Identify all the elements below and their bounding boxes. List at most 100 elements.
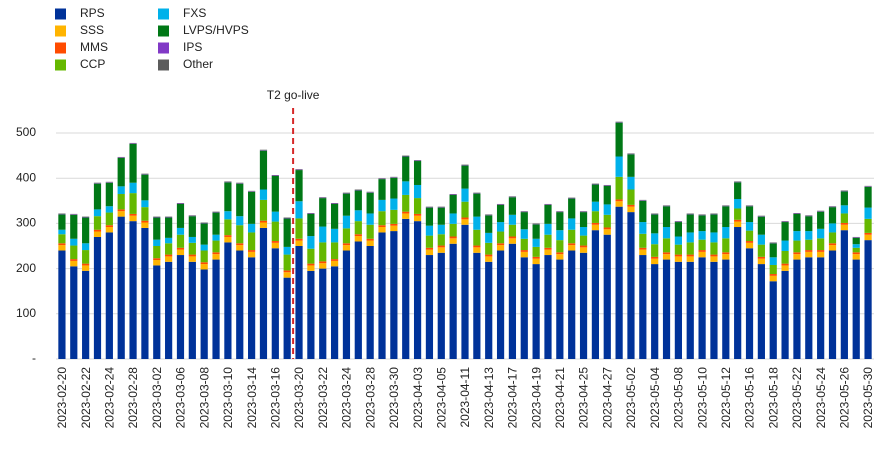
- bar-segment: [674, 261, 682, 359]
- bar-segment: [176, 247, 185, 250]
- bar-segment: [413, 213, 422, 216]
- bar-segment: [271, 248, 279, 359]
- bar-segment: [283, 270, 291, 273]
- bar-segment: [568, 218, 576, 230]
- bar-segment: [852, 244, 860, 248]
- bar-segment: [817, 257, 825, 359]
- bar-segment: [745, 222, 754, 231]
- bar-segment: [212, 259, 220, 359]
- bar-segment: [129, 215, 137, 222]
- bar-segment: [378, 227, 386, 233]
- bar-segment: [366, 213, 374, 225]
- x-tick-label: 2023-02-28: [126, 367, 140, 429]
- legend-swatch: [158, 42, 169, 54]
- bar-segment: [354, 210, 362, 222]
- bar-segment: [153, 258, 161, 261]
- bar-segment: [153, 246, 161, 259]
- bar-segment: [295, 246, 303, 359]
- bar-segment: [591, 224, 600, 231]
- x-tick-label: 2023-05-10: [695, 367, 709, 429]
- bar-segment: [461, 217, 469, 220]
- bar-segment: [330, 228, 339, 243]
- x-tick-label: 2023-03-28: [363, 367, 377, 429]
- bar-segment: [485, 254, 493, 257]
- bar-segment: [840, 222, 848, 225]
- bar-segment: [330, 242, 339, 260]
- bar-segment: [698, 251, 706, 258]
- bar-segment: [342, 243, 351, 246]
- bar-segment: [437, 224, 445, 235]
- bar-segment: [722, 206, 730, 228]
- bar-segment: [757, 244, 765, 257]
- x-tick-label: 2023-03-06: [174, 367, 188, 429]
- bar-segment: [627, 212, 635, 359]
- bar-segment: [639, 247, 647, 250]
- bar-segment: [710, 254, 718, 257]
- bar-segment: [153, 260, 161, 266]
- bar-segment: [603, 214, 611, 228]
- bar-segment: [556, 212, 564, 231]
- bar-segment: [520, 257, 528, 359]
- bar-segment: [425, 235, 434, 248]
- bar-segment: [366, 238, 374, 241]
- bar-segment: [579, 247, 588, 253]
- bar-segment: [805, 239, 813, 251]
- bar-segment: [556, 254, 564, 260]
- bar-segment: [117, 194, 125, 210]
- bar-segment: [390, 198, 398, 210]
- bar-segment: [342, 250, 351, 359]
- bar-segment: [734, 208, 742, 220]
- bar-segment: [117, 186, 125, 195]
- x-tick-label: 2023-04-13: [482, 367, 496, 429]
- legend-swatch: [55, 8, 66, 20]
- legend-label: Other: [183, 57, 213, 71]
- bar-segment: [354, 241, 362, 359]
- bar-segment: [402, 211, 410, 214]
- bar-segment: [259, 227, 268, 359]
- bar-segment: [674, 256, 682, 262]
- bar-segment: [461, 188, 469, 202]
- bar-segment: [793, 213, 801, 232]
- bar-segment: [390, 209, 398, 224]
- bar-segment: [840, 191, 848, 206]
- bar-segment: [496, 245, 505, 251]
- bar-segment: [461, 224, 469, 359]
- x-tick-label: 2023-04-11: [458, 367, 472, 428]
- bar-segment: [319, 242, 327, 262]
- bar-segment: [105, 212, 113, 226]
- bar-segment: [378, 179, 386, 200]
- bar-segment: [781, 250, 789, 264]
- bar-segment: [485, 256, 493, 262]
- bar-segment: [283, 254, 291, 271]
- bar-segment: [212, 234, 220, 241]
- bar-segment: [307, 263, 315, 266]
- bar-segment: [686, 232, 694, 243]
- bar-segment: [852, 254, 860, 260]
- bar-segment: [449, 236, 457, 239]
- bar-segment: [734, 198, 742, 209]
- bar-segment: [603, 234, 611, 359]
- bar-segment: [651, 256, 659, 259]
- bar-segment: [342, 193, 351, 216]
- y-tick-label: 500: [16, 125, 36, 139]
- bar-segment: [105, 232, 113, 359]
- bar-segment: [153, 217, 161, 240]
- bar-segment: [745, 248, 754, 359]
- bar-segment: [449, 243, 457, 359]
- bar-segment: [473, 252, 481, 359]
- bar-segment: [473, 245, 481, 248]
- bar-segment: [674, 222, 682, 237]
- bar-segment: [556, 240, 564, 253]
- bar-segment: [615, 156, 623, 177]
- bar-segment: [686, 242, 694, 255]
- bar-segment: [781, 270, 789, 359]
- bar-segment: [745, 206, 754, 223]
- bar-segment: [817, 238, 825, 251]
- x-tick-label: 2023-03-02: [150, 367, 164, 429]
- bar-segment: [615, 176, 623, 200]
- bar-segment: [627, 206, 635, 213]
- bar-segment: [674, 244, 682, 255]
- bar-segment: [745, 242, 754, 249]
- bar-segment: [437, 245, 445, 248]
- bar-segment: [852, 237, 860, 245]
